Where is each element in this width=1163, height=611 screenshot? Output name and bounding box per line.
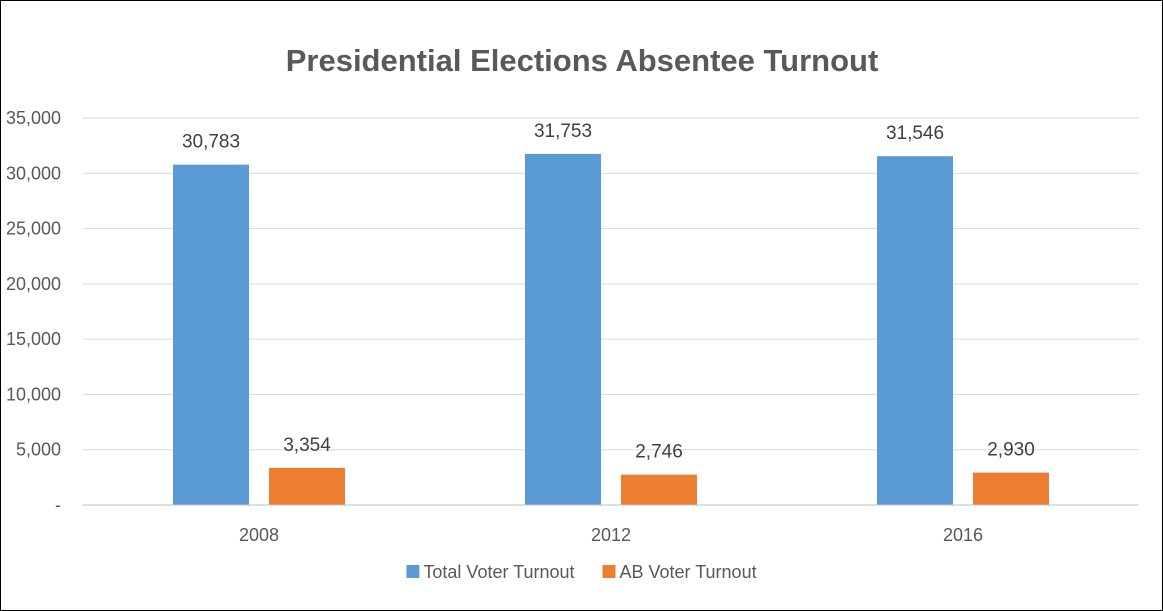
y-tick-label: 20,000 <box>6 274 61 294</box>
y-tick-label: 30,000 <box>6 163 61 183</box>
y-tick-label: 35,000 <box>6 108 61 128</box>
data-label: 31,546 <box>886 123 944 144</box>
data-label: 2,930 <box>987 440 1035 461</box>
y-tick-label: 15,000 <box>6 329 61 349</box>
legend-swatch <box>602 565 616 578</box>
y-axis-ticks: - 5,000 10,000 15,000 20,000 25,000 30,000 35,0… <box>6 108 61 515</box>
y-tick-label: 10,000 <box>6 384 61 404</box>
bar <box>621 474 697 505</box>
y-tick-label: 5,000 <box>16 440 61 460</box>
x-axis-ticks: 2008 2012 2016 <box>239 525 983 545</box>
data-label: 31,753 <box>534 121 592 142</box>
y-tick-label: 25,000 <box>6 219 61 239</box>
legend-swatch <box>406 565 420 578</box>
legend-label: Total Voter Turnout <box>423 562 574 582</box>
data-label: 2,746 <box>635 442 683 463</box>
data-label: 30,783 <box>182 132 240 153</box>
legend-item: Total Voter Turnout <box>406 562 575 582</box>
gridlines <box>83 117 1139 451</box>
bar <box>877 156 953 505</box>
bar <box>973 472 1049 505</box>
chart-title: Presidential Elections Absentee Turnout <box>286 43 879 78</box>
legend-item: AB Voter Turnout <box>602 562 757 582</box>
x-tick-label: 2012 <box>591 525 631 545</box>
x-tick-label: 2008 <box>239 525 279 545</box>
data-label: 3,354 <box>283 435 331 456</box>
legend: Total Voter Turnout AB Voter Turnout <box>406 562 757 582</box>
legend-label: AB Voter Turnout <box>620 562 757 582</box>
y-tick-label: - <box>55 495 61 515</box>
x-tick-label: 2016 <box>943 525 983 545</box>
bar <box>173 164 249 505</box>
data-labels: 30,783 3,354 31,753 2,746 31,546 2,930 <box>182 121 1035 463</box>
bars <box>173 153 1049 506</box>
bar <box>269 467 345 505</box>
bar <box>525 153 601 506</box>
